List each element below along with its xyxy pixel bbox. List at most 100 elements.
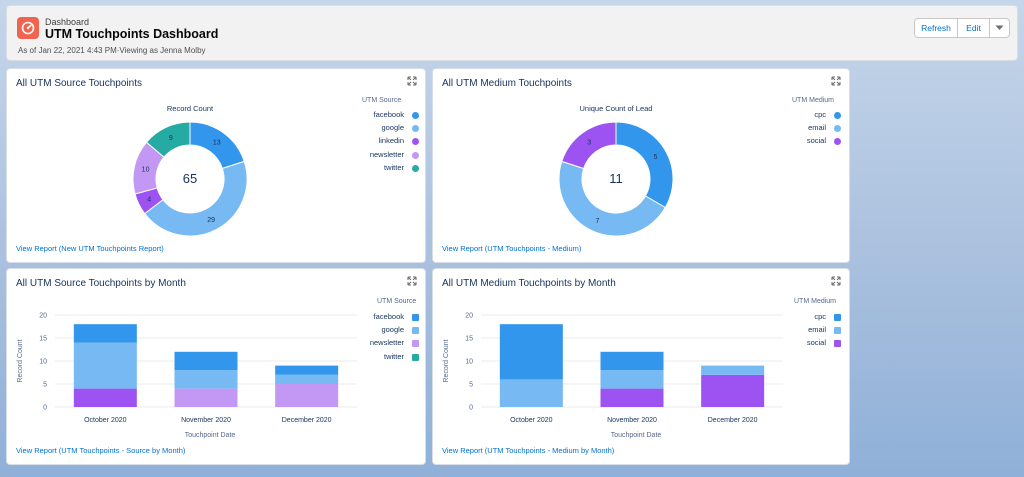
header-button-group: Refresh Edit	[914, 18, 1010, 38]
refresh-button[interactable]: Refresh	[914, 18, 958, 38]
header-kicker: Dashboard	[45, 17, 90, 27]
legend-swatch-facebook	[412, 112, 419, 119]
y-tick-label: 5	[43, 382, 47, 389]
legend-label-newsletter[interactable]: newsletter	[369, 338, 404, 348]
y-axis-label: Record Count	[443, 339, 450, 382]
bar-segment-facebook[interactable]	[73, 324, 137, 343]
legend-label-social[interactable]: social	[806, 136, 826, 146]
bar-segment-google[interactable]	[275, 374, 339, 384]
legend-title: UTM Source	[377, 298, 417, 305]
chevron-down-icon	[995, 25, 1004, 30]
legend-swatch-facebook	[412, 314, 419, 321]
dashboard-header: Dashboard UTM Touchpoints Dashboard As o…	[6, 5, 1018, 61]
legend-label-twitter[interactable]: twitter	[383, 351, 404, 361]
legend-swatch-email	[834, 327, 841, 335]
legend-swatch-email	[834, 125, 841, 133]
legend-label-social[interactable]: social	[806, 338, 826, 348]
dashboard-gauge-icon	[17, 17, 39, 39]
source-donut-card: All UTM Source Touchpoints Record Count …	[6, 68, 426, 263]
donut-slice-email[interactable]	[558, 160, 667, 237]
expand-icon[interactable]	[831, 76, 841, 86]
more-actions-button[interactable]	[990, 18, 1010, 38]
legend-title: UTM Source	[362, 97, 402, 104]
bar-segment-facebook[interactable]	[275, 365, 339, 375]
x-tick-label: November 2020	[607, 417, 657, 424]
slice-value-label: 9	[169, 135, 173, 142]
card-title: All UTM Medium Touchpoints by Month	[442, 278, 616, 289]
y-tick-label: 0	[43, 405, 47, 412]
legend-swatch-social	[834, 340, 841, 348]
card-title: All UTM Medium Touchpoints	[442, 78, 572, 89]
legend-swatch-social	[834, 138, 841, 146]
y-tick-label: 15	[39, 336, 47, 343]
y-tick-label: 20	[465, 313, 473, 320]
legend-label-cpc[interactable]: cpc	[814, 312, 826, 321]
expand-icon[interactable]	[407, 276, 417, 286]
bar-segment-google[interactable]	[174, 370, 238, 389]
bar-segment-social[interactable]	[701, 374, 765, 407]
legend-title: UTM Medium	[794, 298, 837, 305]
legend-label-email[interactable]: email	[808, 123, 826, 133]
x-tick-label: December 2020	[708, 417, 758, 424]
expand-icon[interactable]	[831, 276, 841, 286]
medium-donut-card: All UTM Medium Touchpoints Unique Count …	[432, 68, 850, 263]
page-title: UTM Touchpoints Dashboard	[45, 27, 219, 41]
x-tick-label: November 2020	[181, 417, 231, 424]
bar-segment-email[interactable]	[600, 370, 664, 389]
donut-slice-social[interactable]	[561, 121, 617, 170]
donut-total: 65	[183, 171, 197, 186]
source-donut-chart: Record Count 13 29 4 10 9 65	[132, 104, 248, 237]
y-tick-label: 15	[465, 336, 473, 343]
donut-slice-cpc[interactable]	[615, 121, 674, 209]
bar-segment-email[interactable]	[701, 365, 765, 375]
bar-segment-google[interactable]	[73, 342, 137, 389]
legend-label-google[interactable]: google	[381, 325, 404, 335]
x-tick-label: October 2020	[510, 417, 553, 424]
x-tick-label: October 2020	[84, 417, 127, 424]
y-tick-label: 5	[469, 382, 473, 389]
donut-slice-twitter[interactable]	[145, 121, 191, 158]
legend-label-cpc[interactable]: cpc	[814, 110, 826, 119]
legend-label-facebook[interactable]: facebook	[373, 312, 404, 321]
x-axis-label: Touchpoint Date	[611, 432, 662, 439]
bar-segment-newsletter[interactable]	[174, 388, 238, 407]
edit-button[interactable]: Edit	[958, 18, 990, 38]
chart-title: Unique Count of Lead	[580, 104, 653, 113]
expand-icon[interactable]	[407, 76, 417, 86]
bar-segment-email[interactable]	[499, 379, 563, 407]
view-report-link[interactable]: View Report (UTM Touchpoints - Medium by…	[442, 446, 615, 455]
bar-segment-social[interactable]	[600, 388, 664, 407]
bar-segment-newsletter[interactable]	[275, 384, 339, 407]
legend-label-newsletter[interactable]: newsletter	[369, 149, 404, 159]
view-report-link[interactable]: View Report (UTM Touchpoints - Medium)	[442, 244, 582, 253]
legend-label-twitter[interactable]: twitter	[383, 162, 404, 172]
medium-donut-chart: Unique Count of Lead 5 7 3 11	[558, 104, 674, 237]
legend-swatch-google	[412, 327, 419, 335]
bar-segment-facebook[interactable]	[174, 351, 238, 371]
y-tick-label: 0	[469, 405, 473, 412]
bar-segment-linkedin[interactable]	[73, 388, 137, 407]
medium-by-month-card: All UTM Medium Touchpoints by Month 0 5 10…	[432, 268, 850, 465]
legend-label-facebook[interactable]: facebook	[373, 110, 404, 119]
legend-title: UTM Medium	[792, 97, 835, 104]
y-tick-label: 20	[39, 313, 47, 320]
legend-swatch-newsletter	[412, 340, 419, 348]
legend-label-linkedin[interactable]: linkedin	[378, 136, 404, 146]
legend-swatch-twitter	[412, 164, 419, 172]
donut-total: 11	[609, 171, 623, 186]
x-axis-label: Touchpoint Date	[185, 432, 236, 439]
view-report-link[interactable]: View Report (New UTM Touchpoints Report)	[16, 244, 164, 253]
legend-label-google[interactable]: google	[381, 123, 404, 133]
medium-by-month-chart: 0 5 10 15 20 October 2020 November 2020 Decembe…	[443, 313, 783, 439]
view-report-link[interactable]: View Report (UTM Touchpoints - Source by…	[16, 446, 186, 455]
bar-segment-cpc[interactable]	[600, 351, 664, 371]
y-tick-label: 10	[39, 359, 47, 366]
card-title: All UTM Source Touchpoints	[16, 78, 142, 89]
legend-swatch-cpc	[834, 112, 841, 119]
legend-swatch-google	[412, 125, 419, 133]
legend-label-email[interactable]: email	[808, 325, 826, 335]
slice-value-label: 10	[142, 167, 150, 174]
donut-slice-google[interactable]	[144, 160, 248, 237]
bar-segment-cpc[interactable]	[499, 324, 563, 380]
y-axis-label: Record Count	[17, 339, 24, 382]
